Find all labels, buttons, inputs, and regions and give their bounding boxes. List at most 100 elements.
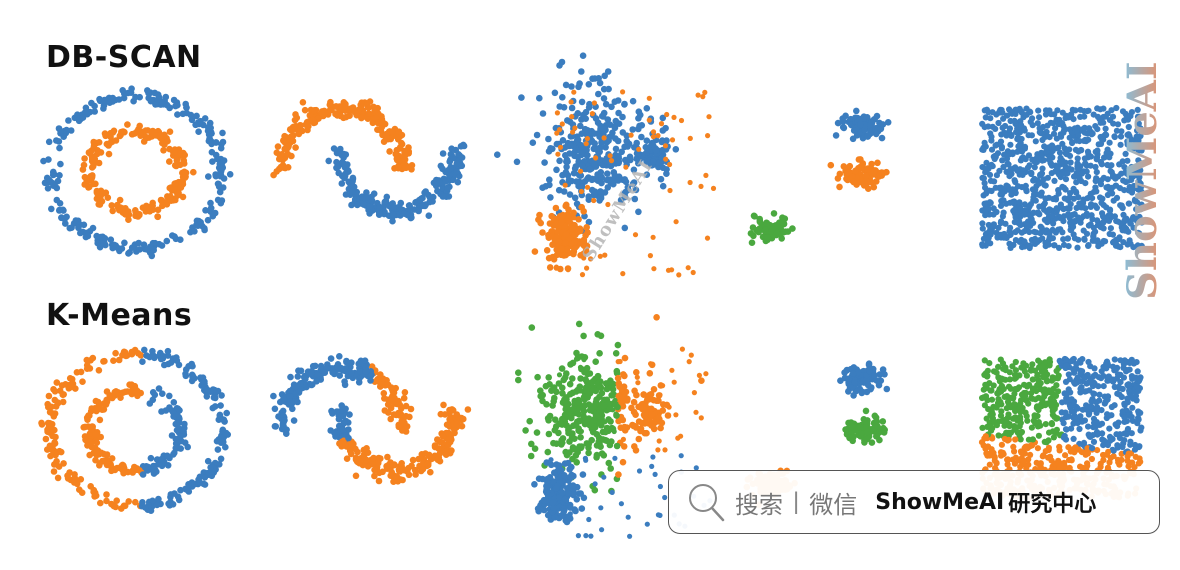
data-point (381, 395, 388, 402)
data-point (321, 109, 329, 116)
data-point (861, 126, 868, 134)
data-point (177, 149, 184, 157)
data-point (1084, 148, 1092, 155)
data-point (46, 442, 54, 450)
data-point (57, 127, 64, 135)
data-point (142, 504, 149, 511)
data-point (201, 378, 208, 385)
data-point (574, 110, 582, 117)
data-point (981, 139, 988, 146)
data-point (291, 116, 299, 124)
data-point (875, 173, 883, 180)
data-point (97, 499, 104, 507)
data-point (386, 148, 393, 155)
data-point (603, 385, 611, 393)
data-point (988, 146, 996, 153)
data-point (1041, 206, 1048, 213)
data-point (166, 392, 173, 400)
data-point (1007, 166, 1014, 173)
data-point (621, 224, 629, 232)
data-point (687, 135, 693, 141)
data-point (1121, 164, 1128, 171)
data-point (588, 379, 596, 386)
data-point (49, 432, 56, 440)
data-point (102, 132, 109, 140)
data-point (49, 426, 56, 433)
data-point (879, 121, 887, 128)
data-point (597, 443, 604, 451)
data-point (351, 108, 359, 116)
data-point (212, 172, 220, 180)
data-point (1033, 237, 1040, 245)
data-point (88, 443, 95, 451)
data-point (1018, 229, 1025, 236)
data-point (851, 379, 859, 386)
data-point (155, 495, 162, 503)
data-point (80, 221, 88, 229)
data-point (201, 481, 209, 488)
data-point (536, 211, 543, 219)
data-point (632, 411, 639, 419)
data-point (634, 374, 640, 380)
data-point (555, 151, 561, 157)
data-point (364, 103, 372, 111)
data-point (195, 476, 202, 483)
data-point (1003, 182, 1010, 189)
data-point (1021, 238, 1028, 245)
data-point (586, 516, 592, 523)
data-point (555, 250, 563, 258)
data-point (1106, 139, 1113, 146)
data-point (558, 58, 566, 66)
data-point (583, 364, 591, 372)
data-point (862, 407, 870, 415)
dbscan-square-panel (979, 104, 1145, 252)
data-point (562, 239, 569, 247)
data-point (83, 365, 91, 373)
data-point (1021, 143, 1029, 150)
data-point (631, 422, 637, 428)
data-point (309, 362, 317, 370)
data-point (442, 178, 449, 185)
data-point (1102, 125, 1109, 132)
data-point (1085, 136, 1092, 143)
data-point (982, 114, 989, 121)
data-point (202, 207, 209, 214)
data-point (286, 393, 294, 400)
data-point (659, 182, 667, 190)
data-point (569, 114, 575, 120)
data-point (878, 134, 886, 142)
data-point (857, 121, 864, 128)
data-point (573, 245, 579, 251)
data-point (578, 168, 584, 174)
data-point (578, 505, 586, 512)
data-point (664, 412, 672, 419)
data-point (368, 371, 375, 379)
data-point (1088, 131, 1095, 138)
data-point (643, 171, 651, 178)
data-point (396, 144, 404, 151)
data-point (700, 94, 706, 100)
data-point (871, 372, 878, 379)
data-point (288, 134, 295, 142)
data-point (207, 204, 215, 212)
data-point (769, 225, 777, 233)
data-point (68, 224, 75, 231)
data-point (179, 193, 187, 201)
data-point (643, 148, 651, 156)
data-point (93, 439, 101, 447)
data-point (154, 206, 162, 214)
data-point (366, 203, 374, 210)
data-point (655, 397, 662, 405)
data-point (1076, 200, 1083, 207)
data-point (1007, 141, 1014, 148)
data-point (143, 202, 150, 210)
data-point (1102, 131, 1109, 138)
data-point (434, 456, 442, 464)
data-point (1071, 125, 1078, 132)
data-point (168, 432, 176, 439)
data-point (610, 180, 617, 188)
data-point (101, 96, 108, 104)
data-point (1082, 180, 1089, 187)
data-point (121, 502, 129, 510)
data-point (563, 451, 571, 459)
